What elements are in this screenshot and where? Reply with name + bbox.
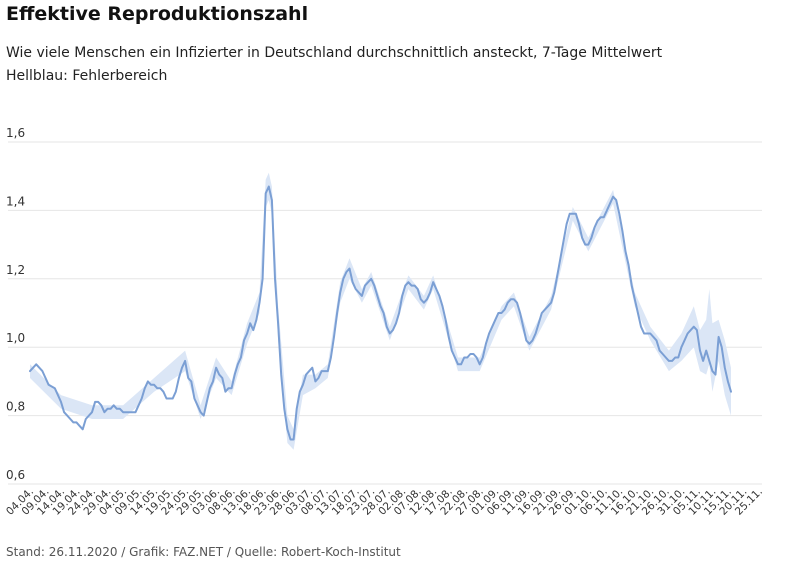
error-band [30,172,731,450]
x-axis: 04.04.09.04.14.04.19.04.24.04.29.04.04.0… [4,486,765,518]
y-tick-label: 1,6 [6,126,25,140]
y-axis: 0,6 0,8 1,0 1,2 1,4 1,6 [6,126,25,482]
y-tick-label: 1,0 [6,331,25,345]
series-line [29,185,732,441]
y-tick-label: 1,2 [6,263,25,277]
chart-grid [8,141,762,485]
chart-title: Effektive Reproduktionszahl [6,3,309,25]
chart-subtitle: Wie viele Menschen ein Infizierter in De… [6,45,663,61]
chart-subtitle-note: Hellblau: Fehlerbereich [6,68,168,84]
y-tick-label: 1,4 [6,194,25,208]
y-tick-label: 0,6 [6,468,25,482]
source-footer: Stand: 26.11.2020 / Grafik: FAZ.NET / Qu… [6,545,401,559]
line-chart: 0,6 0,8 1,0 1,2 1,4 1,6 04.04.09.04.14.04.19.… [4,126,765,518]
y-tick-label: 0,8 [6,400,25,414]
